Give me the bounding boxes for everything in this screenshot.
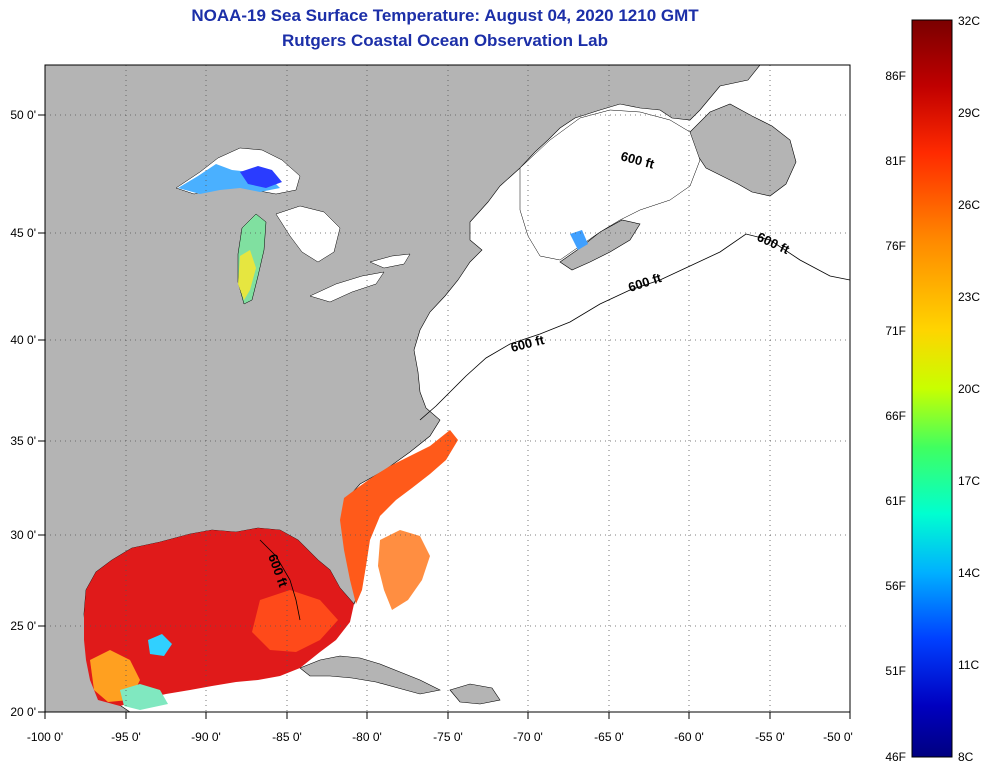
- x-tick-label: -65 0': [594, 730, 624, 744]
- x-tick-label: -80 0': [352, 730, 382, 744]
- gulf-cool-patch-yucatan: [120, 684, 168, 710]
- lake-ontario: [369, 253, 411, 269]
- fahrenheit-label: 46F: [885, 750, 906, 764]
- lake-superior-sst: [178, 164, 280, 194]
- fahrenheit-label: 71F: [885, 324, 906, 338]
- celsius-label: 8C: [958, 750, 974, 764]
- land-newfoundland: [689, 103, 797, 197]
- y-tick-label: 40 0': [10, 333, 36, 347]
- fahrenheit-label: 51F: [885, 664, 906, 678]
- y-tick-label: 20 0': [10, 705, 36, 719]
- lake-superior-sst-deep: [240, 166, 282, 188]
- land-nova-scotia: [559, 219, 641, 271]
- gulf-warm-patch: [252, 590, 338, 652]
- fahrenheit-label: 86F: [885, 69, 906, 83]
- celsius-label: 17C: [958, 474, 980, 488]
- y-tick-label: 35 0': [10, 434, 36, 448]
- y-tick-label: 30 0': [10, 528, 36, 542]
- land-hispaniola: [449, 683, 501, 705]
- x-axis-labels: -100 0' -95 0' -90 0' -85 0' -80 0' -75 …: [27, 730, 853, 744]
- atlantic-sst-offshore: [378, 530, 430, 610]
- gulf-st-lawrence: [519, 109, 701, 261]
- x-tick-label: -75 0': [433, 730, 463, 744]
- fahrenheit-label: 61F: [885, 494, 906, 508]
- y-tick-label: 25 0': [10, 619, 36, 633]
- x-tick-label: -95 0': [111, 730, 141, 744]
- celsius-label: 29C: [958, 106, 980, 120]
- y-tick-label: 45 0': [10, 226, 36, 240]
- tick-marks: [38, 114, 851, 719]
- atlantic-sst-florida: [340, 430, 458, 604]
- isobath-600ft: [419, 233, 851, 421]
- celsius-label: 23C: [958, 290, 980, 304]
- map-layers: [45, 65, 797, 712]
- land-cuba: [299, 655, 441, 695]
- celsius-label: 14C: [958, 566, 980, 580]
- lake-michigan-warm: [238, 250, 256, 300]
- x-tick-label: -85 0': [272, 730, 302, 744]
- map-subtitle: Rutgers Coastal Ocean Observation Lab: [282, 31, 608, 50]
- fahrenheit-label: 76F: [885, 239, 906, 253]
- celsius-label: 32C: [958, 14, 980, 28]
- x-tick-label: -90 0': [191, 730, 221, 744]
- x-tick-label: -60 0': [674, 730, 704, 744]
- celsius-label: 11C: [958, 658, 979, 672]
- maine-sst-spot: [570, 230, 588, 250]
- gulf-cool-patch-teal: [148, 634, 172, 656]
- x-tick-label: -70 0': [513, 730, 543, 744]
- x-tick-label: -100 0': [27, 730, 63, 744]
- fahrenheit-label: 56F: [885, 579, 906, 593]
- isobath-600ft-gulf: [259, 539, 301, 621]
- lake-huron: [275, 205, 341, 263]
- lake-erie: [309, 271, 385, 303]
- colorbar-celsius-labels: 32C 29C 26C 23C 20C 17C 14C 11C 8C: [958, 14, 980, 764]
- colorbar-fahrenheit-labels: 86F 81F 76F 71F 66F 61F 56F 51F 46F: [885, 69, 906, 764]
- colorbar: [911, 19, 953, 758]
- map-title: NOAA-19 Sea Surface Temperature: August …: [191, 6, 699, 25]
- land-north-america: [45, 65, 761, 712]
- fahrenheit-label: 81F: [885, 154, 906, 168]
- x-tick-label: -50 0': [823, 730, 853, 744]
- x-tick-label: -55 0': [755, 730, 785, 744]
- celsius-label: 20C: [958, 382, 980, 396]
- fahrenheit-label: 66F: [885, 409, 906, 423]
- graticule: [45, 65, 850, 712]
- y-axis-labels: 50 0' 45 0' 40 0' 35 0' 30 0' 25 0' 20 0…: [10, 108, 36, 719]
- y-tick-label: 50 0': [10, 108, 36, 122]
- gulf-of-mexico-sst: [84, 528, 354, 706]
- celsius-label: 26C: [958, 198, 980, 212]
